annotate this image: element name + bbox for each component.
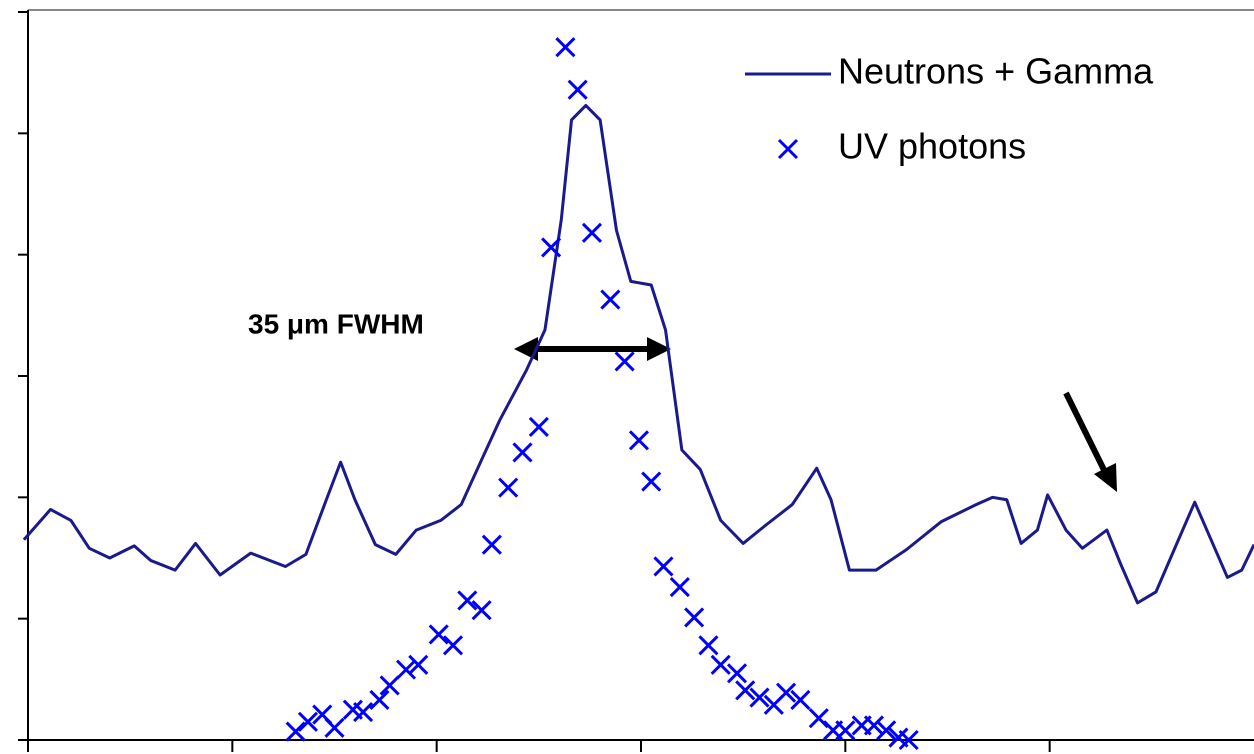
legend-label: UV photons xyxy=(838,126,1026,167)
marker xyxy=(669,577,690,598)
marker xyxy=(528,416,549,438)
marker xyxy=(808,708,829,729)
marker xyxy=(369,689,390,711)
marker xyxy=(408,654,429,675)
marker xyxy=(863,715,885,736)
marker xyxy=(749,687,770,708)
annotation: 35 μm FWHM xyxy=(248,308,424,339)
pointer-arrow xyxy=(1063,391,1117,492)
marker xyxy=(541,237,562,258)
marker xyxy=(600,289,621,310)
marker xyxy=(653,556,674,577)
marker xyxy=(581,222,603,243)
marker xyxy=(835,720,856,741)
marker xyxy=(324,717,345,738)
legend-swatch xyxy=(777,138,799,160)
marker xyxy=(342,699,363,720)
legend-label: Neutrons + Gamma xyxy=(838,51,1154,92)
marker xyxy=(684,607,705,628)
marker xyxy=(471,600,492,621)
line xyxy=(22,103,1254,605)
marker xyxy=(457,590,478,611)
marker xyxy=(710,654,731,675)
marker xyxy=(285,721,306,742)
marker xyxy=(735,680,756,701)
marker xyxy=(379,675,400,696)
marker xyxy=(614,351,635,372)
marker xyxy=(698,635,719,656)
marker xyxy=(395,659,417,680)
marker xyxy=(428,624,449,645)
marker xyxy=(498,477,519,498)
marker xyxy=(442,635,464,656)
marker xyxy=(726,663,748,684)
marker xyxy=(790,689,811,711)
marker xyxy=(776,682,797,703)
marker xyxy=(567,79,588,100)
marker xyxy=(512,442,533,463)
marker xyxy=(481,534,502,555)
marker xyxy=(641,471,662,492)
marker xyxy=(297,711,318,732)
marker xyxy=(876,720,897,741)
marker xyxy=(898,729,919,751)
marker xyxy=(628,430,650,451)
marker xyxy=(555,37,576,58)
